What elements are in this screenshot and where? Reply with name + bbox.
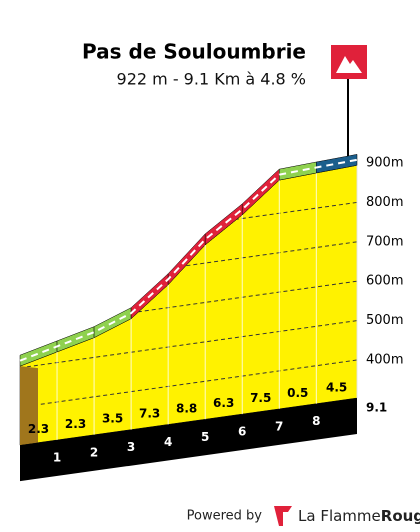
gradient-label: 6.3: [213, 396, 234, 410]
brand-name: La Flamme: [298, 507, 381, 525]
chart-title: Pas de Souloumbrie: [82, 40, 306, 64]
gradient-label: 2.3: [65, 417, 86, 431]
brand: La FlammeRouge: [298, 507, 420, 525]
gradient-label: 8.8: [176, 401, 197, 415]
grid-line: [20, 359, 357, 408]
km-label: 4: [164, 435, 172, 449]
grid-line: [20, 320, 357, 369]
km-label: 9.1: [366, 401, 387, 415]
summit-flag: [331, 45, 367, 79]
brand-name-bold: Rouge: [381, 507, 420, 525]
gradient-label: 2.3: [28, 422, 49, 436]
km-label: 7: [275, 419, 283, 433]
gradient-label: 0.5: [287, 386, 308, 400]
km-label: 6: [238, 425, 246, 439]
km-label: 8: [312, 414, 320, 428]
y-tick-label: 700m: [366, 234, 403, 249]
logo: [274, 506, 292, 526]
y-tick-label: 800m: [366, 195, 403, 210]
gradient-label: 7.3: [139, 407, 160, 421]
y-tick-label: 600m: [366, 274, 403, 289]
y-tick-label: 400m: [366, 353, 403, 368]
profile-line: [19, 158, 358, 362]
km-label: 3: [127, 440, 135, 454]
chart-subtitle: 922 m - 9.1 Km à 4.8 %: [117, 70, 306, 89]
side-face: [20, 366, 38, 446]
powered-by: Powered by: [187, 509, 263, 524]
gradient-label: 7.5: [250, 391, 271, 405]
flag-icon: [336, 56, 362, 73]
km-label: 1: [53, 450, 61, 464]
km-label: 5: [201, 430, 209, 444]
plot: 400m 500m 600m 700m 800m 900m 2.3 2.3 3.5 7.3 8.8 6…: [19, 154, 403, 482]
gradient-label: 4.5: [326, 380, 347, 394]
y-tick-label: 500m: [366, 313, 403, 328]
y-tick-label: 900m: [366, 156, 403, 171]
km-label: 2: [90, 445, 98, 459]
gradient-label: 3.5: [102, 412, 123, 426]
distance-strip: [20, 398, 357, 482]
